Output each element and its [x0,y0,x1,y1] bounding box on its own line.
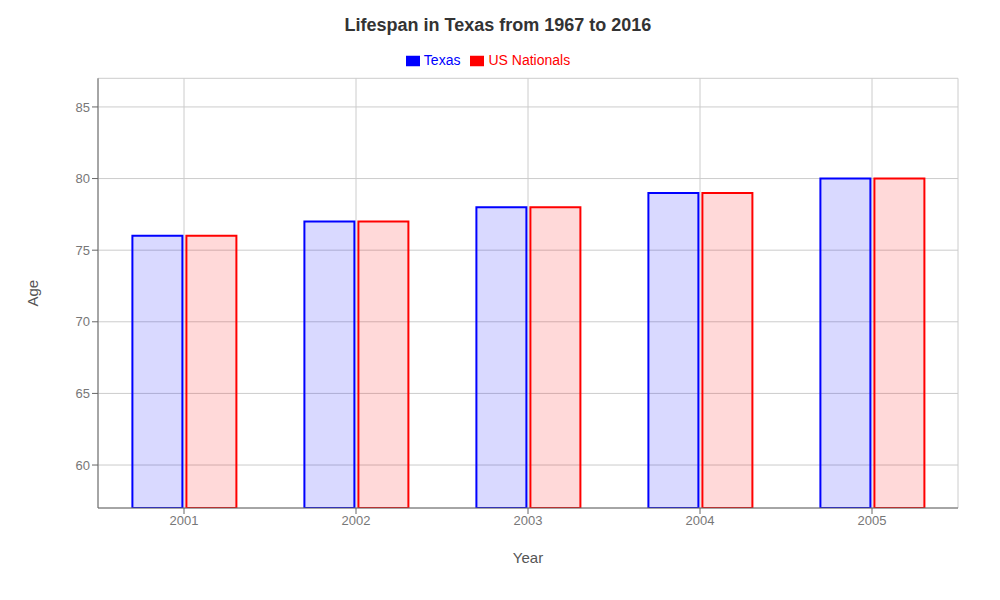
html-text:Texas: Texas [423,52,461,68]
svg-text:80: 80 [76,171,90,186]
svg-text:75: 75 [76,243,90,258]
html-text:Lifespan in Texas from 1967 to: Lifespan in Texas from 1967 to 2016 [344,15,652,35]
svg-text:2004: 2004 [686,513,715,528]
svg-text:Year: Year [513,549,543,566]
svg-text:2002: 2002 [342,513,371,528]
svg-text:85: 85 [76,100,90,115]
svg-text:2003: 2003 [514,513,543,528]
svg-text:2005: 2005 [858,513,887,528]
svg-text:Age: Age [24,280,41,307]
svg-text:70: 70 [76,314,90,329]
html-text:US Nationals: US Nationals [488,52,571,68]
svg-text:65: 65 [76,386,90,401]
svg-text:60: 60 [76,458,90,473]
svg-text:2001: 2001 [170,513,199,528]
